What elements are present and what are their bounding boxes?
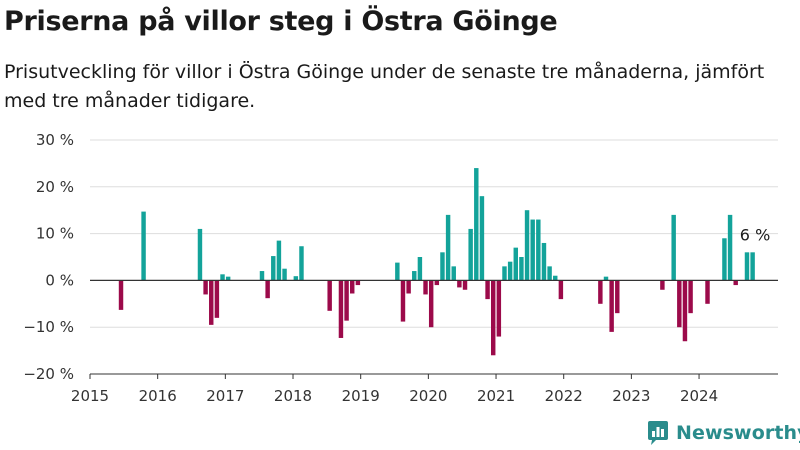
- bar: [299, 246, 304, 281]
- brand-name: Newsworthy: [676, 422, 800, 444]
- bar-chart-logo-icon: [648, 421, 668, 445]
- x-tick-label: 2021: [477, 387, 515, 405]
- y-tick-label: −20 %: [23, 365, 74, 383]
- bar: [355, 280, 361, 286]
- bar: [417, 257, 423, 281]
- bar: [727, 214, 733, 281]
- bar: [445, 214, 451, 281]
- bar: [474, 168, 479, 281]
- x-tick-label: 2017: [206, 387, 244, 405]
- chart-subtitle: Prisutveckling för villor i Östra Göinge…: [4, 61, 765, 112]
- bar: [214, 280, 220, 318]
- bar: [428, 280, 434, 328]
- bar: [220, 274, 225, 281]
- bar: [265, 280, 270, 299]
- tick-labels: 30 % 20 % 10 % 0 % −10 % −20 % 2015 2016 2017 201…: [23, 131, 770, 405]
- bar: [203, 280, 208, 295]
- bar: [457, 280, 462, 288]
- bar: [440, 252, 445, 281]
- y-tick-label: 30 %: [36, 131, 74, 149]
- bar: [722, 238, 727, 281]
- bars: [118, 168, 755, 356]
- bar: [524, 210, 530, 281]
- bar: [553, 275, 558, 281]
- bar: [197, 228, 203, 281]
- bar: [423, 280, 428, 295]
- bar: [603, 276, 609, 281]
- bar: [682, 280, 688, 342]
- bar: [462, 280, 468, 290]
- bar: [344, 280, 349, 321]
- bar: [530, 219, 535, 281]
- y-tick-label: 0 %: [45, 271, 74, 289]
- bar: [513, 247, 518, 281]
- bar: [412, 271, 417, 281]
- bar: [547, 266, 552, 281]
- bar: [118, 280, 124, 310]
- bar: [502, 266, 507, 281]
- bar: [350, 280, 355, 294]
- bar: [225, 276, 231, 281]
- bar: [671, 214, 676, 281]
- bar: [141, 211, 146, 281]
- bar: [400, 280, 406, 322]
- bar: [468, 228, 473, 281]
- x-tick-label: 2023: [612, 387, 650, 405]
- bar: [733, 280, 738, 286]
- bar: [282, 268, 287, 281]
- x-tick-label: 2018: [274, 387, 312, 405]
- bar: [485, 280, 490, 300]
- bar: [615, 280, 620, 314]
- bar: [558, 280, 564, 300]
- bar: [496, 280, 502, 337]
- bar: [338, 280, 344, 338]
- axes: [89, 279, 778, 379]
- bar: [434, 280, 440, 286]
- bar: [209, 280, 214, 325]
- bar: [271, 256, 276, 281]
- latest-value-annotation: 6 %: [740, 225, 770, 244]
- chart-title: Priserna på villor steg i Östra Göinge: [4, 6, 558, 37]
- bar: [327, 280, 332, 311]
- bar: [744, 252, 750, 281]
- bar: [395, 262, 400, 281]
- bar: [406, 280, 411, 294]
- bar: [609, 280, 614, 332]
- bar: [259, 271, 265, 281]
- bar: [451, 266, 456, 281]
- bar: [705, 280, 710, 304]
- bar: [293, 276, 299, 281]
- bar: [507, 261, 513, 281]
- x-tick-label: 2024: [680, 387, 718, 405]
- bar: [541, 242, 547, 281]
- bar: [490, 280, 496, 356]
- x-tick-label: 2020: [409, 387, 447, 405]
- bar: [688, 280, 693, 314]
- y-tick-label: −10 %: [23, 318, 74, 336]
- bar: [536, 219, 541, 281]
- y-tick-label: 10 %: [36, 225, 74, 243]
- bar: [677, 280, 682, 328]
- bar: [519, 257, 524, 281]
- newsworthy-brand: Newsworthy: [646, 420, 800, 446]
- bar: [660, 280, 665, 290]
- bar: [750, 252, 755, 281]
- x-tick-label: 2022: [545, 387, 583, 405]
- x-tick-label: 2016: [139, 387, 177, 405]
- y-tick-label: 20 %: [36, 178, 74, 196]
- x-tick-label: 2019: [342, 387, 380, 405]
- bar: [598, 280, 603, 304]
- bar-chart: 30 % 20 % 10 % 0 % −10 % −20 % 2015 2016 2017 201…: [23, 131, 778, 405]
- bar: [276, 240, 282, 281]
- x-tick-label: 2015: [71, 387, 109, 405]
- bar: [479, 196, 485, 281]
